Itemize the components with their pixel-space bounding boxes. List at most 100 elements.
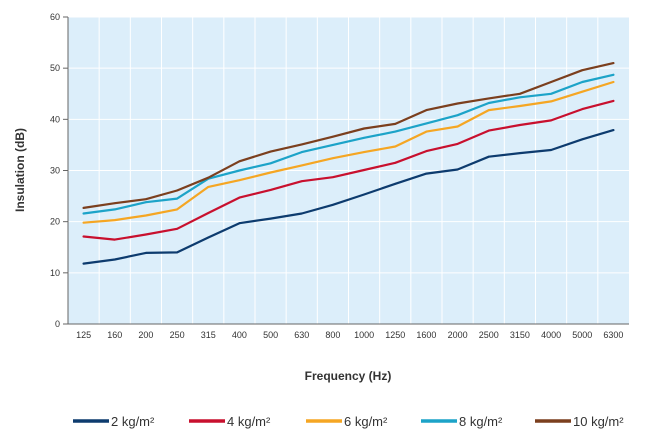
data-point (238, 222, 241, 225)
data-point (82, 206, 85, 209)
legend-item: 10 kg/m² (535, 414, 624, 429)
data-point (113, 202, 116, 205)
data-point (269, 189, 272, 191)
data-point (363, 169, 365, 171)
data-point (238, 196, 241, 199)
y-tick-label: 0 (55, 319, 60, 329)
data-point (456, 102, 459, 105)
data-point (612, 81, 615, 83)
x-tick-label: 4000 (541, 330, 561, 340)
series-line (82, 99, 615, 241)
y-tick-label: 30 (50, 166, 60, 176)
data-point (145, 251, 147, 254)
data-point (238, 179, 241, 182)
data-point (394, 182, 397, 185)
series-4 (82, 73, 615, 215)
data-point (332, 135, 334, 138)
data-point (519, 105, 521, 107)
data-point (207, 236, 210, 239)
data-point (207, 176, 210, 179)
x-tick-label: 2000 (448, 330, 468, 340)
data-point (487, 129, 490, 132)
data-point (581, 81, 584, 83)
data-point (113, 219, 116, 222)
x-tick-label: 800 (325, 330, 340, 340)
data-point (363, 136, 365, 139)
data-point (487, 109, 490, 112)
x-tick-label: 200 (138, 330, 153, 340)
legend-label: 8 kg/m² (459, 414, 503, 429)
data-point (363, 151, 365, 153)
data-point (113, 208, 116, 211)
data-point (300, 151, 303, 153)
legend-label: 6 kg/m² (344, 414, 388, 429)
data-point (113, 238, 116, 241)
axes (63, 16, 629, 325)
data-point (207, 212, 210, 214)
data-point (612, 73, 615, 76)
data-point (238, 169, 241, 172)
data-point (519, 96, 521, 99)
data-point (176, 197, 178, 200)
y-axis-title: Insulation (dB) (13, 128, 27, 212)
data-point (487, 102, 490, 104)
data-point (487, 155, 490, 158)
y-tick-labels: 0 10 20 30 40 50 60 (50, 12, 60, 329)
data-point (300, 164, 303, 167)
data-point (581, 108, 584, 110)
y-tick-label: 10 (50, 268, 60, 278)
data-point (519, 124, 521, 126)
data-point (176, 189, 178, 192)
series-5 (82, 61, 615, 209)
x-tick-label: 5000 (572, 330, 592, 340)
data-point (456, 125, 459, 128)
legend: 2 kg/m² 4 kg/m² 6 kg/m² 8 kg/m² 10 kg/m² (73, 414, 624, 429)
data-point (332, 144, 334, 146)
x-tick-label: 160 (107, 330, 122, 340)
data-point (300, 143, 303, 146)
y-tick-label: 40 (50, 114, 60, 124)
x-axis-title: Frequency (Hz) (305, 369, 392, 383)
data-point (145, 198, 147, 201)
data-point (82, 262, 85, 265)
x-tick-label: 2500 (479, 330, 499, 340)
series-layer (82, 61, 615, 265)
x-tick-labels: 125 160 200 250 315 400 500 630 800 1000 1250 1600 2… (76, 330, 623, 340)
data-point (550, 92, 552, 95)
x-tick-label: 125 (76, 330, 91, 340)
data-point (487, 97, 490, 100)
data-point (581, 69, 584, 72)
x-tick-label: 250 (170, 330, 185, 340)
x-tick-label: 500 (263, 330, 278, 340)
data-point (145, 214, 147, 217)
data-point (581, 138, 584, 141)
series-2 (82, 99, 615, 241)
series-line (82, 73, 615, 215)
x-tick-label: 3150 (510, 330, 530, 340)
data-point (519, 92, 521, 95)
data-point (425, 130, 428, 133)
x-tick-label: 1250 (385, 330, 405, 340)
data-point (207, 185, 210, 188)
data-point (612, 62, 615, 64)
legend-item: 4 kg/m² (189, 414, 271, 429)
data-point (300, 180, 303, 183)
data-point (456, 114, 459, 117)
x-tick-label: 6300 (603, 330, 623, 340)
data-point (394, 161, 397, 164)
x-tick-label: 1600 (416, 330, 436, 340)
data-point (269, 162, 272, 165)
series-line (82, 80, 615, 224)
data-point (82, 235, 85, 238)
data-point (113, 258, 116, 261)
legend-item: 2 kg/m² (73, 414, 155, 429)
series-line (82, 129, 615, 265)
data-point (269, 150, 272, 153)
legend-label: 10 kg/m² (573, 414, 624, 429)
y-tick-label: 60 (50, 12, 60, 22)
legend-label: 2 kg/m² (111, 414, 155, 429)
data-point (425, 122, 428, 125)
data-point (425, 172, 428, 175)
data-point (176, 227, 178, 230)
